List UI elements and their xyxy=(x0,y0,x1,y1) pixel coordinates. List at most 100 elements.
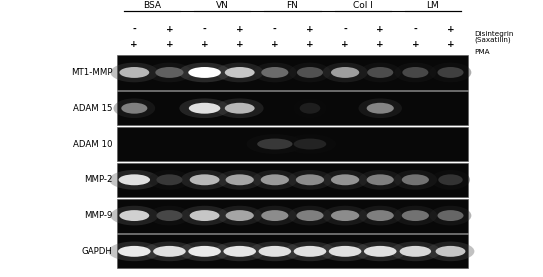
Ellipse shape xyxy=(390,242,440,261)
Text: (Saxatilin): (Saxatilin) xyxy=(475,37,511,43)
Ellipse shape xyxy=(118,174,150,185)
Text: +: + xyxy=(447,25,454,34)
Ellipse shape xyxy=(394,170,437,190)
Ellipse shape xyxy=(261,174,289,185)
Ellipse shape xyxy=(149,206,190,225)
Bar xyxy=(117,199,468,233)
Ellipse shape xyxy=(147,63,192,82)
Bar xyxy=(117,127,468,161)
Text: +: + xyxy=(376,25,384,34)
Ellipse shape xyxy=(284,134,336,154)
Text: FN: FN xyxy=(287,1,298,10)
Ellipse shape xyxy=(109,170,160,190)
Text: MT1-MMP: MT1-MMP xyxy=(71,68,112,77)
Ellipse shape xyxy=(294,138,326,150)
Bar xyxy=(117,55,468,89)
Ellipse shape xyxy=(156,210,182,221)
Text: +: + xyxy=(376,40,384,49)
Ellipse shape xyxy=(253,206,296,225)
Text: +: + xyxy=(201,40,209,49)
Ellipse shape xyxy=(435,246,465,257)
Text: +: + xyxy=(271,40,279,49)
Ellipse shape xyxy=(395,63,436,82)
Ellipse shape xyxy=(257,138,293,150)
Ellipse shape xyxy=(113,98,155,118)
Ellipse shape xyxy=(121,103,147,114)
Ellipse shape xyxy=(217,206,262,225)
Ellipse shape xyxy=(261,210,288,221)
Text: +: + xyxy=(342,40,349,49)
Ellipse shape xyxy=(297,67,323,78)
Text: -: - xyxy=(273,25,277,34)
Ellipse shape xyxy=(367,103,394,114)
Bar xyxy=(117,91,468,125)
Text: Col I: Col I xyxy=(353,1,372,10)
Ellipse shape xyxy=(119,67,149,78)
Ellipse shape xyxy=(225,174,254,185)
Text: Disintegrin: Disintegrin xyxy=(475,31,514,37)
Ellipse shape xyxy=(427,242,475,261)
Text: +: + xyxy=(447,40,454,49)
Ellipse shape xyxy=(323,170,368,190)
Ellipse shape xyxy=(261,67,288,78)
Ellipse shape xyxy=(289,63,331,82)
Text: -: - xyxy=(132,25,136,34)
Ellipse shape xyxy=(402,67,428,78)
Text: PMA: PMA xyxy=(475,49,490,55)
Ellipse shape xyxy=(367,174,394,185)
Ellipse shape xyxy=(300,103,320,114)
Ellipse shape xyxy=(331,210,359,221)
Ellipse shape xyxy=(296,210,324,221)
Ellipse shape xyxy=(359,63,401,82)
Bar xyxy=(117,163,468,197)
Ellipse shape xyxy=(179,63,231,82)
Ellipse shape xyxy=(153,246,186,257)
Ellipse shape xyxy=(181,206,229,225)
Ellipse shape xyxy=(258,246,291,257)
Ellipse shape xyxy=(430,63,471,82)
Ellipse shape xyxy=(156,174,182,185)
Ellipse shape xyxy=(358,206,402,225)
Ellipse shape xyxy=(189,103,220,114)
Text: -: - xyxy=(343,25,347,34)
Text: +: + xyxy=(130,40,138,49)
Ellipse shape xyxy=(217,170,262,190)
Ellipse shape xyxy=(438,174,463,185)
Ellipse shape xyxy=(190,174,219,185)
Ellipse shape xyxy=(319,242,371,261)
Ellipse shape xyxy=(149,170,190,190)
Ellipse shape xyxy=(110,63,158,82)
Text: MMP-9: MMP-9 xyxy=(84,211,112,220)
Ellipse shape xyxy=(143,242,195,261)
Ellipse shape xyxy=(155,67,184,78)
Ellipse shape xyxy=(400,246,431,257)
Ellipse shape xyxy=(190,210,219,221)
Ellipse shape xyxy=(329,246,362,257)
Ellipse shape xyxy=(438,210,464,221)
Text: +: + xyxy=(236,40,243,49)
Ellipse shape xyxy=(331,67,359,78)
Ellipse shape xyxy=(354,242,406,261)
Ellipse shape xyxy=(284,242,336,261)
Ellipse shape xyxy=(364,246,396,257)
Ellipse shape xyxy=(358,98,402,118)
Ellipse shape xyxy=(213,242,266,261)
Ellipse shape xyxy=(216,63,263,82)
Ellipse shape xyxy=(394,206,437,225)
Text: -: - xyxy=(203,25,206,34)
Text: +: + xyxy=(306,25,314,34)
Ellipse shape xyxy=(181,170,229,190)
Ellipse shape xyxy=(223,246,256,257)
Ellipse shape xyxy=(402,174,429,185)
Bar xyxy=(117,234,468,268)
Ellipse shape xyxy=(367,67,393,78)
Ellipse shape xyxy=(108,242,160,261)
Ellipse shape xyxy=(331,174,359,185)
Text: LM: LM xyxy=(427,1,439,10)
Ellipse shape xyxy=(358,170,402,190)
Ellipse shape xyxy=(216,98,263,118)
Ellipse shape xyxy=(430,206,471,225)
Text: +: + xyxy=(412,40,419,49)
Ellipse shape xyxy=(179,98,230,118)
Ellipse shape xyxy=(296,174,324,185)
